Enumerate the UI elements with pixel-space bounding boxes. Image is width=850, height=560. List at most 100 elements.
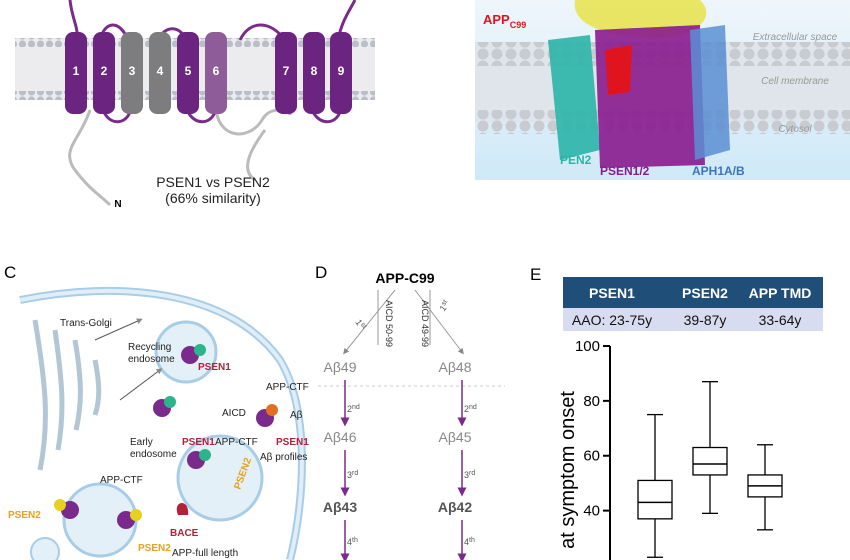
app-sub: C99	[510, 20, 527, 30]
caption: (66% similarity)	[165, 190, 261, 206]
helix-label: 4	[157, 64, 164, 78]
ordinal-num: 1	[437, 303, 448, 313]
helix	[177, 32, 199, 114]
helix-label: 6	[213, 64, 220, 78]
aicd: AICD 50-99	[384, 300, 394, 347]
ordinal-num: 2	[347, 404, 352, 414]
helix	[330, 32, 352, 114]
ordinal-suffix: th	[352, 537, 358, 544]
ordinal-num: 4	[347, 537, 352, 547]
subunit: PEN2	[560, 153, 592, 167]
peptide: Aβ49	[324, 359, 357, 375]
ordinal: 3rd	[347, 470, 358, 480]
label: APP-CTF	[215, 437, 258, 448]
table-row	[563, 308, 823, 331]
terminus: N	[114, 199, 121, 210]
arrow	[94, 318, 143, 341]
loop	[102, 111, 342, 124]
ordinal-num: 4	[464, 537, 469, 547]
helix	[205, 32, 227, 114]
y-axis-label: at symptom onset	[557, 391, 579, 549]
peptide: Aβ48	[439, 359, 472, 375]
ordinal-num: 2	[464, 404, 469, 414]
ordinal-suffix: nd	[352, 404, 360, 411]
helix-label: 7	[283, 64, 290, 78]
ordinal-suffix: nd	[469, 404, 477, 411]
peptide: Aβ46	[324, 429, 357, 445]
label: PSEN1	[182, 437, 215, 448]
panel-a: N PSEN1 vs PSEN2 (66% similarity) 1 2 3 4 5 6…	[15, 0, 375, 210]
helix	[65, 32, 87, 114]
loop	[68, 109, 112, 207]
label: Aβ	[290, 410, 303, 421]
label: Trans-Golgi	[60, 318, 112, 329]
ordinal: 1st	[353, 317, 367, 331]
panel-c: C Trans-Golgi Recycling endosome PSEN1 A…	[4, 263, 309, 560]
label: PSEN1	[276, 437, 309, 448]
panel-e: E	[530, 265, 823, 331]
protein-pen2	[548, 35, 600, 160]
ordinal-suffix: st	[440, 299, 449, 308]
label: BACE	[170, 528, 199, 539]
label: Aβ profiles	[260, 452, 307, 463]
ordinal: 4th	[464, 537, 475, 547]
y-tick-label: 80	[583, 393, 600, 410]
app-label: APPC99	[483, 12, 526, 30]
aicd: AICD 49-99	[420, 300, 430, 347]
label: PSEN2	[8, 510, 41, 521]
helix	[303, 32, 325, 114]
cleavage-lines	[343, 289, 464, 355]
panel-letter: E	[530, 265, 541, 284]
app: APP	[483, 12, 510, 27]
ordinal-suffix: rd	[352, 470, 358, 477]
golgi	[32, 319, 102, 471]
loop	[246, 129, 267, 182]
helix	[121, 32, 143, 114]
panel-d: D APP-C99 1st 1st AICD 50-99 AICD 49-99	[315, 263, 505, 387]
subunit: PSEN1/2	[600, 164, 650, 178]
table-cell: 39-87y	[684, 312, 727, 328]
cell-membrane	[19, 288, 304, 560]
box	[692, 446, 728, 476]
ordinal: 2nd	[347, 404, 360, 414]
label: endosome	[130, 449, 177, 460]
ordinal-suffix: th	[469, 537, 475, 544]
label: endosome	[128, 354, 175, 365]
label: PSEN2	[138, 543, 171, 554]
panel-b: APPC99 Extracellular space Cell membrane…	[475, 0, 850, 180]
caption: PSEN1 vs PSEN2	[156, 174, 270, 190]
label: PSEN1	[198, 362, 231, 373]
table-header-cell: APP TMD	[749, 285, 812, 301]
complexes	[54, 344, 278, 529]
vesicle	[30, 537, 60, 560]
helix-label: 5	[185, 64, 192, 78]
label: APP-CTF	[100, 475, 143, 486]
ordinal-num: 3	[347, 470, 352, 480]
label: AICD	[222, 408, 246, 419]
label: APP-CTF	[266, 382, 309, 393]
helix-label: 8	[311, 64, 318, 78]
loop	[68, 0, 357, 41]
loop	[214, 108, 292, 136]
y-tick-label: 60	[583, 448, 600, 465]
table-header	[563, 277, 823, 308]
label: Early	[130, 437, 153, 448]
region: Extracellular space	[753, 32, 838, 43]
ordinal: 3rd	[464, 470, 475, 480]
endosome	[176, 434, 264, 522]
region: Cytosol	[778, 124, 812, 135]
box	[637, 479, 673, 520]
label: Recycling	[128, 342, 171, 353]
helix	[275, 32, 297, 114]
ordinal-suffix: rd	[469, 470, 475, 477]
helix	[149, 32, 171, 114]
helix	[93, 32, 115, 114]
ordinal-num: 1	[353, 317, 364, 327]
ordinal-suffix: st	[359, 322, 368, 331]
subunit: APH1A/B	[692, 164, 745, 178]
y-tick-label: 40	[583, 503, 600, 520]
ordinal: 1st	[437, 299, 451, 313]
protein-psen	[595, 25, 705, 168]
protein-aph1	[690, 25, 730, 160]
